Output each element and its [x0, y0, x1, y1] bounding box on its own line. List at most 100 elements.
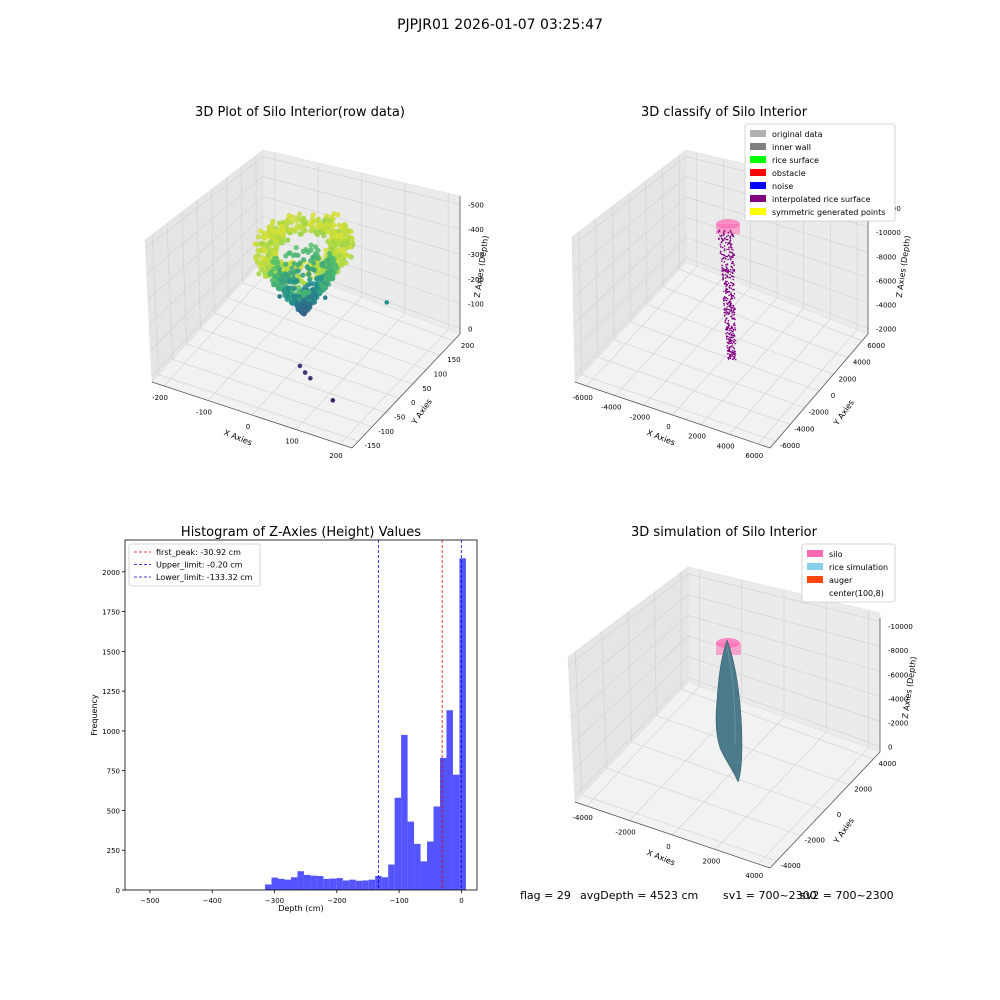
y-gridline — [679, 268, 863, 342]
legend-label: original data — [772, 130, 823, 139]
cloud-point — [341, 228, 347, 234]
cloud-point — [276, 267, 282, 273]
classified-point — [725, 332, 727, 335]
y-gridline — [606, 768, 801, 836]
classified-point — [719, 243, 722, 246]
classified-point — [728, 255, 731, 258]
classified-point — [730, 315, 733, 318]
cloud-point — [262, 235, 268, 241]
z-gridline — [573, 656, 689, 771]
y-tick-label: -100 — [378, 428, 394, 436]
classified-point — [723, 314, 726, 317]
histogram-bar — [303, 874, 311, 890]
classified-point — [726, 302, 728, 305]
z-gridline — [148, 215, 264, 326]
y-tick-label: 250 — [107, 847, 120, 855]
classified-point — [725, 235, 728, 238]
histogram-bar — [388, 864, 395, 890]
z-gridline — [574, 257, 687, 377]
histogram-x-label: Depth (cm) — [278, 904, 323, 913]
y-tick-label: 50 — [422, 385, 431, 393]
cloud-point — [302, 221, 308, 227]
cloud-point — [271, 282, 277, 288]
cloud-point — [312, 296, 318, 302]
classified-point — [728, 276, 730, 279]
outlier-point — [297, 363, 303, 369]
x-tick-label: −300 — [265, 897, 284, 905]
classified-point — [733, 308, 735, 311]
cloud-point — [300, 272, 306, 278]
classified-point — [732, 262, 734, 265]
z-axis-label: Z Axies (Depth) — [901, 656, 919, 719]
cloud-point — [305, 264, 311, 270]
histogram-bar — [290, 877, 298, 890]
x-tick-label: 2000 — [688, 433, 706, 441]
classified-point — [725, 289, 727, 292]
x-tick-label: 0 — [246, 423, 250, 431]
classified-point — [733, 264, 735, 266]
y-gridline — [601, 631, 607, 769]
classified-point — [731, 349, 734, 352]
cloud-point — [324, 258, 330, 264]
classified-point — [726, 271, 728, 273]
y-gridline — [228, 297, 427, 370]
histogram-bar — [316, 876, 324, 890]
y-tick-label: 1750 — [102, 609, 120, 617]
histogram-legend-box — [128, 543, 261, 587]
histogram-bar — [310, 875, 317, 890]
classified-point — [721, 266, 723, 269]
cloud-point — [314, 284, 320, 290]
y-tick-label: 1500 — [102, 648, 120, 656]
cloud-point — [294, 218, 300, 224]
classified-point — [727, 234, 729, 237]
legend-label: inner wall — [772, 143, 811, 152]
cloud-point — [253, 254, 259, 260]
classified-point — [728, 305, 731, 307]
cloud-point — [297, 231, 303, 237]
classified-point — [732, 276, 735, 278]
legend-swatch — [750, 156, 766, 163]
classified-point — [728, 346, 731, 349]
cloud-point — [289, 219, 295, 225]
classified-point — [732, 314, 734, 316]
z-gridline — [687, 594, 881, 647]
histogram-bar — [459, 558, 466, 890]
z-gridline — [687, 615, 881, 672]
panel-title: 3D simulation of Silo Interior — [631, 525, 818, 540]
classified-point — [727, 258, 729, 261]
classified-point — [727, 269, 730, 271]
classified-point — [725, 318, 727, 320]
cloud-point — [340, 246, 346, 252]
cloud-point — [256, 271, 262, 277]
classified-point — [728, 247, 730, 249]
x-gridline — [295, 313, 406, 430]
y-axis-label: Y Axies — [831, 398, 856, 428]
cloud-point — [346, 235, 352, 241]
classified-point — [720, 241, 723, 244]
x-tick-label: −100 — [390, 897, 409, 905]
cloud-point — [309, 216, 316, 222]
classified-point — [728, 270, 731, 273]
z-gridline — [574, 237, 687, 351]
cloud-point — [286, 215, 292, 221]
classified-point — [725, 282, 727, 284]
z-tick-label: -200 — [468, 276, 484, 284]
panel-classify: -6000 -4000 -2000 0 2000 4000 6000 -6000 -4000 -2… — [571, 105, 912, 460]
classified-point — [734, 308, 736, 311]
classified-point — [726, 347, 729, 349]
z-gridline — [145, 156, 264, 249]
cloud-point — [282, 276, 288, 282]
classified-point — [727, 313, 730, 315]
classified-point — [733, 293, 736, 295]
classified-point — [729, 229, 732, 232]
classified-point — [731, 261, 734, 263]
cloud-point — [301, 257, 307, 263]
classified-point — [724, 277, 727, 279]
classified-point — [723, 283, 726, 285]
classified-point — [729, 309, 731, 311]
classified-point — [732, 304, 734, 307]
y-gridline — [166, 223, 173, 360]
cloud-point — [283, 284, 289, 290]
y-tick-label: 0 — [411, 399, 415, 407]
classified-point — [733, 297, 736, 299]
